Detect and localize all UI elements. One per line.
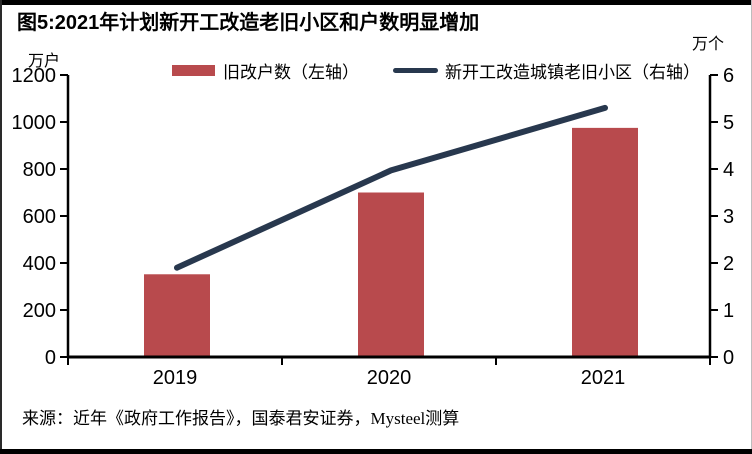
source-note: 来源：近年《政府工作报告》，国泰君安证券，Mysteel测算 — [22, 409, 460, 428]
left-axis-tick-label: 400 — [23, 253, 56, 275]
legend-item-bar-series: 旧改户数（左轴） — [172, 58, 359, 83]
line-series-swatch-icon — [393, 68, 438, 73]
right-axis-tick-label: 1 — [723, 300, 734, 322]
right-axis-tick-label: 2 — [723, 253, 734, 275]
left-axis-unit-label: 万户 — [28, 53, 61, 70]
bar-2021 — [572, 127, 638, 357]
right-axis-tick-label: 0 — [723, 347, 734, 369]
right-axis-unit-label: 万个 — [692, 36, 725, 53]
left-axis-tick-label: 1200 — [12, 65, 57, 87]
frame-left-border — [0, 0, 2, 454]
x-axis-category-label: 2019 — [153, 367, 198, 389]
legend-line-label: 新开工改造城镇老旧小区（右轴） — [445, 63, 700, 82]
x-axis-category-label: 2021 — [581, 367, 626, 389]
right-axis-tick-label: 3 — [723, 206, 734, 228]
left-axis-tick-label: 600 — [23, 206, 56, 228]
trend-line — [174, 104, 608, 271]
legend-item-line-series: 新开工改造城镇老旧小区（右轴） — [393, 58, 700, 83]
bar-2020 — [358, 192, 424, 357]
right-axis-tick-label: 5 — [723, 112, 734, 134]
right-axis-tick-label: 4 — [723, 159, 734, 181]
right-axis-tick-label: 6 — [723, 65, 734, 87]
legend-bar-label: 旧改户数（左轴） — [223, 63, 359, 82]
left-axis-tick-label: 0 — [45, 347, 56, 369]
bar-series-swatch-icon — [172, 65, 215, 76]
left-axis-tick-label: 200 — [23, 300, 56, 322]
frame-top-border — [0, 0, 752, 5]
chart-title: 图5:2021年计划新开工改造老旧小区和户数明显增加 — [17, 12, 480, 34]
bar-2019 — [144, 274, 210, 357]
left-axis-tick-label: 800 — [23, 159, 56, 181]
x-axis-category-label: 2020 — [367, 367, 412, 389]
left-axis-tick-label: 1000 — [12, 112, 57, 134]
legend: 旧改户数（左轴） 新开工改造城镇老旧小区（右轴） — [172, 58, 700, 83]
frame-bottom-border — [0, 449, 752, 454]
